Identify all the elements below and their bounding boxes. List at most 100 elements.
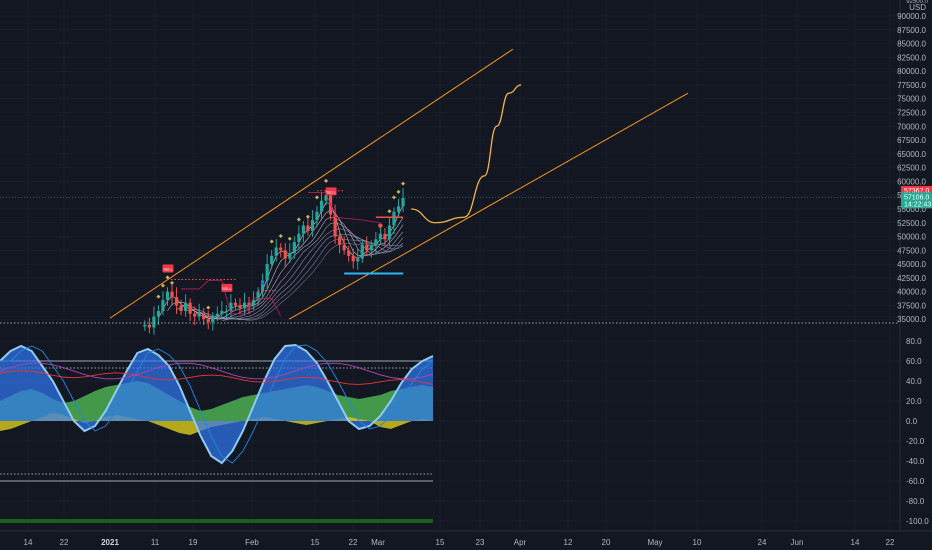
candle	[374, 239, 378, 245]
sell-marker-label: SELL	[222, 286, 233, 291]
oscillator-axis[interactable]: 80.0 60.0 40.0 20.0 0.0 -20.0 -40.0 -60.0 -80.0 -…	[906, 337, 929, 526]
date-tick-label: 11	[151, 538, 160, 547]
date-tick-label: 10	[693, 538, 702, 547]
candle	[229, 302, 233, 311]
candle	[179, 305, 183, 311]
candle	[387, 225, 392, 240]
date-tick-label: 22	[349, 538, 358, 547]
price-tick-label: 65000.0	[897, 150, 926, 159]
signal-diamond	[160, 283, 165, 288]
candle	[365, 244, 369, 251]
date-tick-label: 22	[60, 538, 69, 547]
candle	[351, 255, 355, 262]
candle	[396, 206, 401, 212]
candle	[324, 195, 328, 201]
candle	[360, 244, 364, 259]
date-tick-label: Mar	[371, 538, 385, 547]
candle	[306, 225, 310, 232]
price-tick-label: 67500.0	[897, 136, 926, 145]
candle	[224, 310, 228, 312]
candle	[174, 297, 179, 306]
price-tick-label: 87500.0	[897, 26, 926, 35]
date-tick-label: 19	[189, 538, 198, 547]
price-tick-label: 55000.0	[897, 205, 926, 214]
date-tick-label: 14	[851, 538, 860, 547]
candle	[211, 316, 215, 322]
price-tick-label: 35000.0	[897, 315, 926, 324]
candle	[247, 302, 251, 306]
price-tag	[901, 185, 932, 195]
price-tick-label: 40000.0	[897, 288, 926, 297]
date-tick-label: 15	[436, 538, 445, 547]
candle	[233, 302, 238, 306]
price-tick-label: 90000.0	[897, 12, 926, 21]
step-line	[181, 280, 282, 317]
candle	[392, 211, 396, 226]
price-tick-label: 75000.0	[897, 95, 926, 104]
signal-diamond	[387, 209, 392, 214]
candle	[347, 250, 351, 256]
oscillator-tick-label: 0.0	[906, 417, 918, 426]
signal-diamond	[396, 189, 401, 194]
oscillator-pane[interactable]	[0, 343, 434, 523]
candle	[251, 299, 256, 306]
currency-label: USD	[909, 3, 926, 12]
bottom-band	[0, 519, 433, 523]
candle	[270, 255, 274, 265]
candle	[184, 302, 188, 311]
signal-diamond	[305, 214, 310, 219]
channel-line[interactable]	[288, 92, 689, 320]
candle	[152, 316, 156, 328]
price-tag	[901, 199, 932, 209]
candle	[301, 225, 305, 234]
candle	[401, 197, 405, 207]
date-tick-label: Feb	[245, 538, 259, 547]
price-tick-label: 70000.0	[897, 122, 926, 131]
candle	[165, 291, 170, 300]
candle	[147, 324, 151, 328]
sell-marker	[325, 187, 337, 196]
oscillator-tick-label: 60.0	[906, 357, 922, 366]
wave-area	[0, 345, 433, 463]
signal-diamond	[269, 239, 274, 244]
channel-lines	[109, 48, 689, 320]
date-tick-label: 14	[24, 538, 33, 547]
candle	[193, 313, 197, 317]
price-pane[interactable]: SELL SELL SELL	[0, 48, 900, 335]
channel-line[interactable]	[109, 48, 514, 319]
signal-diamond	[287, 236, 292, 241]
date-tick-label: Jun	[791, 538, 804, 547]
signal-diamond	[391, 195, 396, 200]
signal-diamond	[324, 178, 329, 183]
price-tick-label: 77500.0	[897, 81, 926, 90]
price-tick-label: 50000.0	[897, 233, 926, 242]
price-tag-label: 57367.0	[904, 188, 929, 195]
sell-marker-label: SELL	[163, 267, 174, 272]
date-tick-label: 22	[886, 538, 895, 547]
candle	[238, 305, 242, 309]
oscillator-tick-label: 80.0	[906, 337, 922, 346]
date-tick-label: Apr	[514, 538, 527, 547]
signal-diamond	[278, 233, 283, 238]
candle	[170, 291, 174, 298]
candle	[378, 233, 382, 240]
candles	[143, 188, 405, 335]
price-tick-label: 60000.0	[897, 177, 926, 186]
candle	[274, 247, 278, 256]
sell-marker-label: SELL	[326, 189, 337, 194]
oscillator-tick-label: 20.0	[906, 397, 922, 406]
price-tag-label: 57106.0	[904, 194, 929, 201]
grid	[0, 0, 900, 530]
sell-marker	[162, 264, 174, 273]
date-axis[interactable]: 14 22 2021 11 19 Feb 15 22 Mar 15 23 Apr 12 20 May 10 24…	[0, 530, 932, 547]
candle	[383, 233, 387, 240]
date-tick-label: 15	[311, 538, 320, 547]
candle	[369, 244, 373, 251]
signal-dot	[260, 281, 265, 286]
oscillator-tick-label: -20.0	[906, 437, 925, 446]
price-tick-label: 45000.0	[897, 260, 926, 269]
date-tick-label: May	[647, 538, 662, 547]
candle	[310, 220, 315, 232]
